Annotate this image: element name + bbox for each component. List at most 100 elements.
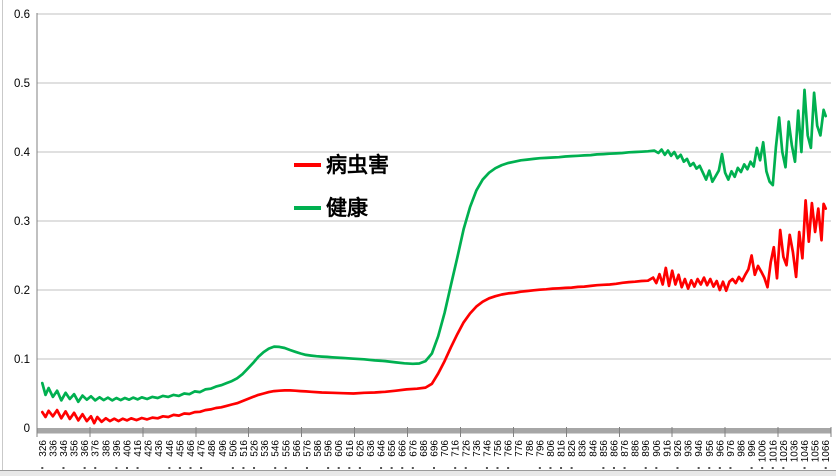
x-tick-label: 696 bbox=[430, 440, 441, 457]
clipped-text-remnant bbox=[708, 467, 711, 469]
clipped-text-remnant bbox=[348, 467, 351, 469]
x-tick-label: 926 bbox=[673, 440, 684, 457]
x-tick-label: 526 bbox=[250, 440, 261, 457]
x-tick-label: 586 bbox=[313, 440, 324, 457]
x-tick-label: 796 bbox=[535, 440, 546, 457]
clipped-text-remnant bbox=[644, 467, 647, 469]
clipped-text-remnant bbox=[433, 467, 435, 469]
clipped-text-remnant bbox=[390, 467, 393, 469]
clipped-text-remnant bbox=[327, 467, 330, 469]
x-tick-label: 876 bbox=[620, 440, 631, 457]
x-tick-label: 846 bbox=[588, 440, 599, 457]
clipped-text-remnant bbox=[655, 467, 658, 469]
clipped-text-remnant bbox=[94, 467, 97, 469]
x-tick-label: 486 bbox=[207, 440, 218, 457]
clipped-text-remnant bbox=[729, 467, 732, 469]
series-line bbox=[40, 198, 828, 425]
x-tick-label: 366 bbox=[80, 440, 91, 457]
x-tick-label: 426 bbox=[144, 440, 155, 457]
x-tick-label: 866 bbox=[609, 440, 620, 457]
x-tick-label: 1056 bbox=[811, 440, 822, 463]
legend-item-healthy[interactable]: 健康 bbox=[294, 195, 389, 221]
x-tick-label: 756 bbox=[493, 440, 504, 457]
x-tick-label: 906 bbox=[652, 440, 663, 457]
clipped-text-remnant bbox=[496, 467, 499, 469]
x-tick-label: 826 bbox=[567, 440, 578, 457]
x-tick-label: 986 bbox=[737, 440, 748, 457]
clipped-text-remnant bbox=[253, 467, 256, 469]
clipped-text-remnant bbox=[824, 467, 827, 469]
x-tick-label: 416 bbox=[133, 440, 144, 457]
x-tick-label: 1036 bbox=[789, 440, 800, 463]
x-tick-label: 546 bbox=[271, 440, 282, 457]
y-tick-label: 0.2 bbox=[14, 285, 30, 297]
x-tick-label: 596 bbox=[324, 440, 335, 457]
clipped-text-remnant bbox=[274, 467, 277, 469]
x-tick-label: 1066 bbox=[821, 440, 832, 463]
clipped-text-remnant bbox=[761, 467, 764, 469]
x-tick-label: 706 bbox=[440, 440, 451, 457]
y-tick-label: 0.1 bbox=[14, 354, 30, 366]
x-tick-label: 956 bbox=[705, 440, 716, 457]
x-tick-label: 376 bbox=[91, 440, 102, 457]
x-tick-label: 786 bbox=[525, 440, 536, 457]
clipped-text-remnant bbox=[168, 467, 171, 469]
sheet-edge-line bbox=[0, 470, 836, 471]
clipped-text-remnant bbox=[507, 467, 510, 469]
x-tick-label: 436 bbox=[154, 440, 165, 457]
x-tick-label: 1016 bbox=[768, 440, 779, 463]
healthy-line-swatch bbox=[294, 206, 321, 210]
x-tick-label: 496 bbox=[218, 440, 229, 457]
clipped-text-remnant bbox=[200, 467, 203, 469]
clipped-text-remnant bbox=[178, 467, 181, 469]
chart-left-border bbox=[2, 0, 3, 470]
x-tick-label: 506 bbox=[228, 440, 239, 457]
legend-item-diseased[interactable]: 病虫害 bbox=[294, 152, 389, 178]
x-tick-label: 806 bbox=[546, 440, 557, 457]
x-tick-label: 396 bbox=[112, 440, 123, 457]
clipped-text-remnant bbox=[602, 467, 605, 469]
x-tick-label: 516 bbox=[239, 440, 250, 457]
clipped-text-remnant bbox=[750, 467, 753, 469]
x-tick-label: 736 bbox=[472, 440, 483, 457]
x-axis-band bbox=[37, 428, 831, 434]
diseased-line-swatch bbox=[294, 163, 321, 167]
x-tick-label: 656 bbox=[387, 440, 398, 457]
clipped-text-remnant bbox=[549, 467, 552, 469]
x-tick-label: 456 bbox=[175, 440, 186, 457]
x-tick-label: 946 bbox=[694, 440, 705, 457]
x-tick-label: 716 bbox=[451, 440, 462, 457]
x-tick-label: 916 bbox=[662, 440, 673, 457]
y-tick-label: 0.3 bbox=[14, 216, 30, 228]
clipped-text-remnant bbox=[189, 467, 192, 469]
clipped-text-remnant bbox=[623, 467, 626, 469]
clipped-text-remnant bbox=[771, 467, 774, 469]
x-tick-label: 406 bbox=[122, 440, 133, 457]
x-tick-label: 566 bbox=[292, 440, 303, 457]
clipped-text-remnant bbox=[454, 467, 457, 469]
x-tick-label: 676 bbox=[408, 440, 419, 457]
x-tick-label: 726 bbox=[461, 440, 472, 457]
clipped-text-remnant bbox=[401, 467, 404, 469]
x-tick-label: 536 bbox=[260, 440, 271, 457]
x-tick-label: 476 bbox=[197, 440, 208, 457]
clipped-text-remnant bbox=[782, 467, 785, 469]
x-tick-label: 636 bbox=[366, 440, 377, 457]
x-tick-label: 1006 bbox=[758, 440, 769, 463]
x-tick-label: 356 bbox=[70, 440, 81, 457]
clipped-text-remnant bbox=[718, 467, 721, 469]
clipped-text-remnant bbox=[803, 467, 806, 469]
legend: 病虫害 健康 bbox=[294, 152, 389, 238]
x-tick-label: 746 bbox=[482, 440, 493, 457]
x-tick-label: 386 bbox=[101, 440, 112, 457]
sheet-edge-strip bbox=[0, 471, 836, 476]
y-tick-label: 0.5 bbox=[14, 78, 30, 90]
clipped-text-remnant bbox=[676, 467, 679, 469]
series-line bbox=[40, 88, 828, 404]
x-tick-label: 666 bbox=[398, 440, 409, 457]
x-tick-label: 646 bbox=[377, 440, 388, 457]
clipped-text-remnant bbox=[305, 467, 308, 469]
y-tick-label: 0.4 bbox=[14, 147, 31, 159]
clipped-text-remnant bbox=[125, 467, 128, 469]
